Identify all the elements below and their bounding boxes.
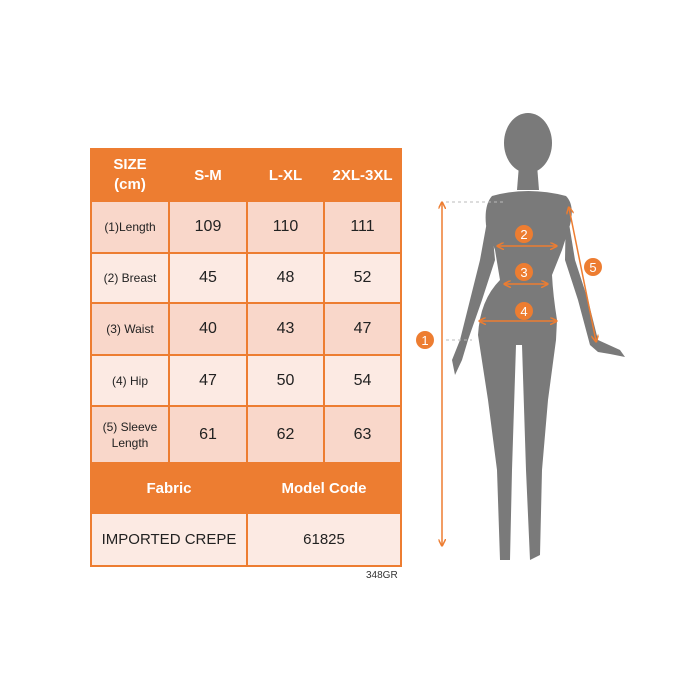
measurement-arrows — [442, 203, 596, 545]
marker-1: 1 — [421, 333, 428, 348]
guide-lines — [446, 201, 505, 341]
row-label: (1)Length — [90, 200, 170, 254]
table-header-row: SIZE (cm) S-M L-XL 2XL-3XL — [90, 148, 402, 202]
size-2xl-3xl-header: 2XL-3XL — [323, 148, 402, 202]
size-chart-table: SIZE (cm) S-M L-XL 2XL-3XL (1)Length 109 … — [90, 148, 402, 567]
cell: 47 — [168, 354, 248, 407]
footer-header-row: Fabric Model Code — [90, 462, 402, 514]
table-row: (3) Waist 40 43 47 — [90, 302, 402, 356]
marker-4: 4 — [520, 304, 527, 319]
footer-row: IMPORTED CREPE 61825 — [90, 512, 402, 567]
marker-5: 5 — [589, 260, 596, 275]
table-row: (5) Sleeve Length 61 62 63 — [90, 405, 402, 464]
cell: 61 — [168, 405, 248, 464]
cell: 110 — [246, 200, 325, 254]
fabric-value: IMPORTED CREPE — [90, 512, 248, 567]
cell: 111 — [323, 200, 402, 254]
cell: 50 — [246, 354, 325, 407]
row-label: (4) Hip — [90, 354, 170, 407]
table-row: (4) Hip 47 50 54 — [90, 354, 402, 407]
cell: 43 — [246, 302, 325, 356]
woman-silhouette — [452, 113, 625, 560]
table-row: (1)Length 109 110 111 — [90, 200, 402, 254]
row-label: (2) Breast — [90, 252, 170, 304]
cell: 40 — [168, 302, 248, 356]
cell: 54 — [323, 354, 402, 407]
fabric-header: Fabric — [90, 462, 248, 514]
measurement-markers: 1 2 3 4 5 — [416, 225, 602, 349]
cell: 63 — [323, 405, 402, 464]
cell: 47 — [323, 302, 402, 356]
row-label: (3) Waist — [90, 302, 170, 356]
marker-2: 2 — [520, 227, 527, 242]
cell: 109 — [168, 200, 248, 254]
marker-3: 3 — [520, 265, 527, 280]
cell: 48 — [246, 252, 325, 304]
cell: 52 — [323, 252, 402, 304]
model-code-header: Model Code — [246, 462, 402, 514]
model-code-value: 61825 — [246, 512, 402, 567]
size-l-xl-header: L-XL — [246, 148, 325, 202]
size-header: SIZE (cm) — [90, 148, 170, 202]
sleeve-arrow — [569, 208, 596, 341]
cell: 45 — [168, 252, 248, 304]
size-s-m-header: S-M — [168, 148, 248, 202]
row-label: (5) Sleeve Length — [90, 405, 170, 464]
cell: 62 — [246, 405, 325, 464]
product-code: 348GR — [366, 570, 398, 581]
table-row: (2) Breast 45 48 52 — [90, 252, 402, 304]
